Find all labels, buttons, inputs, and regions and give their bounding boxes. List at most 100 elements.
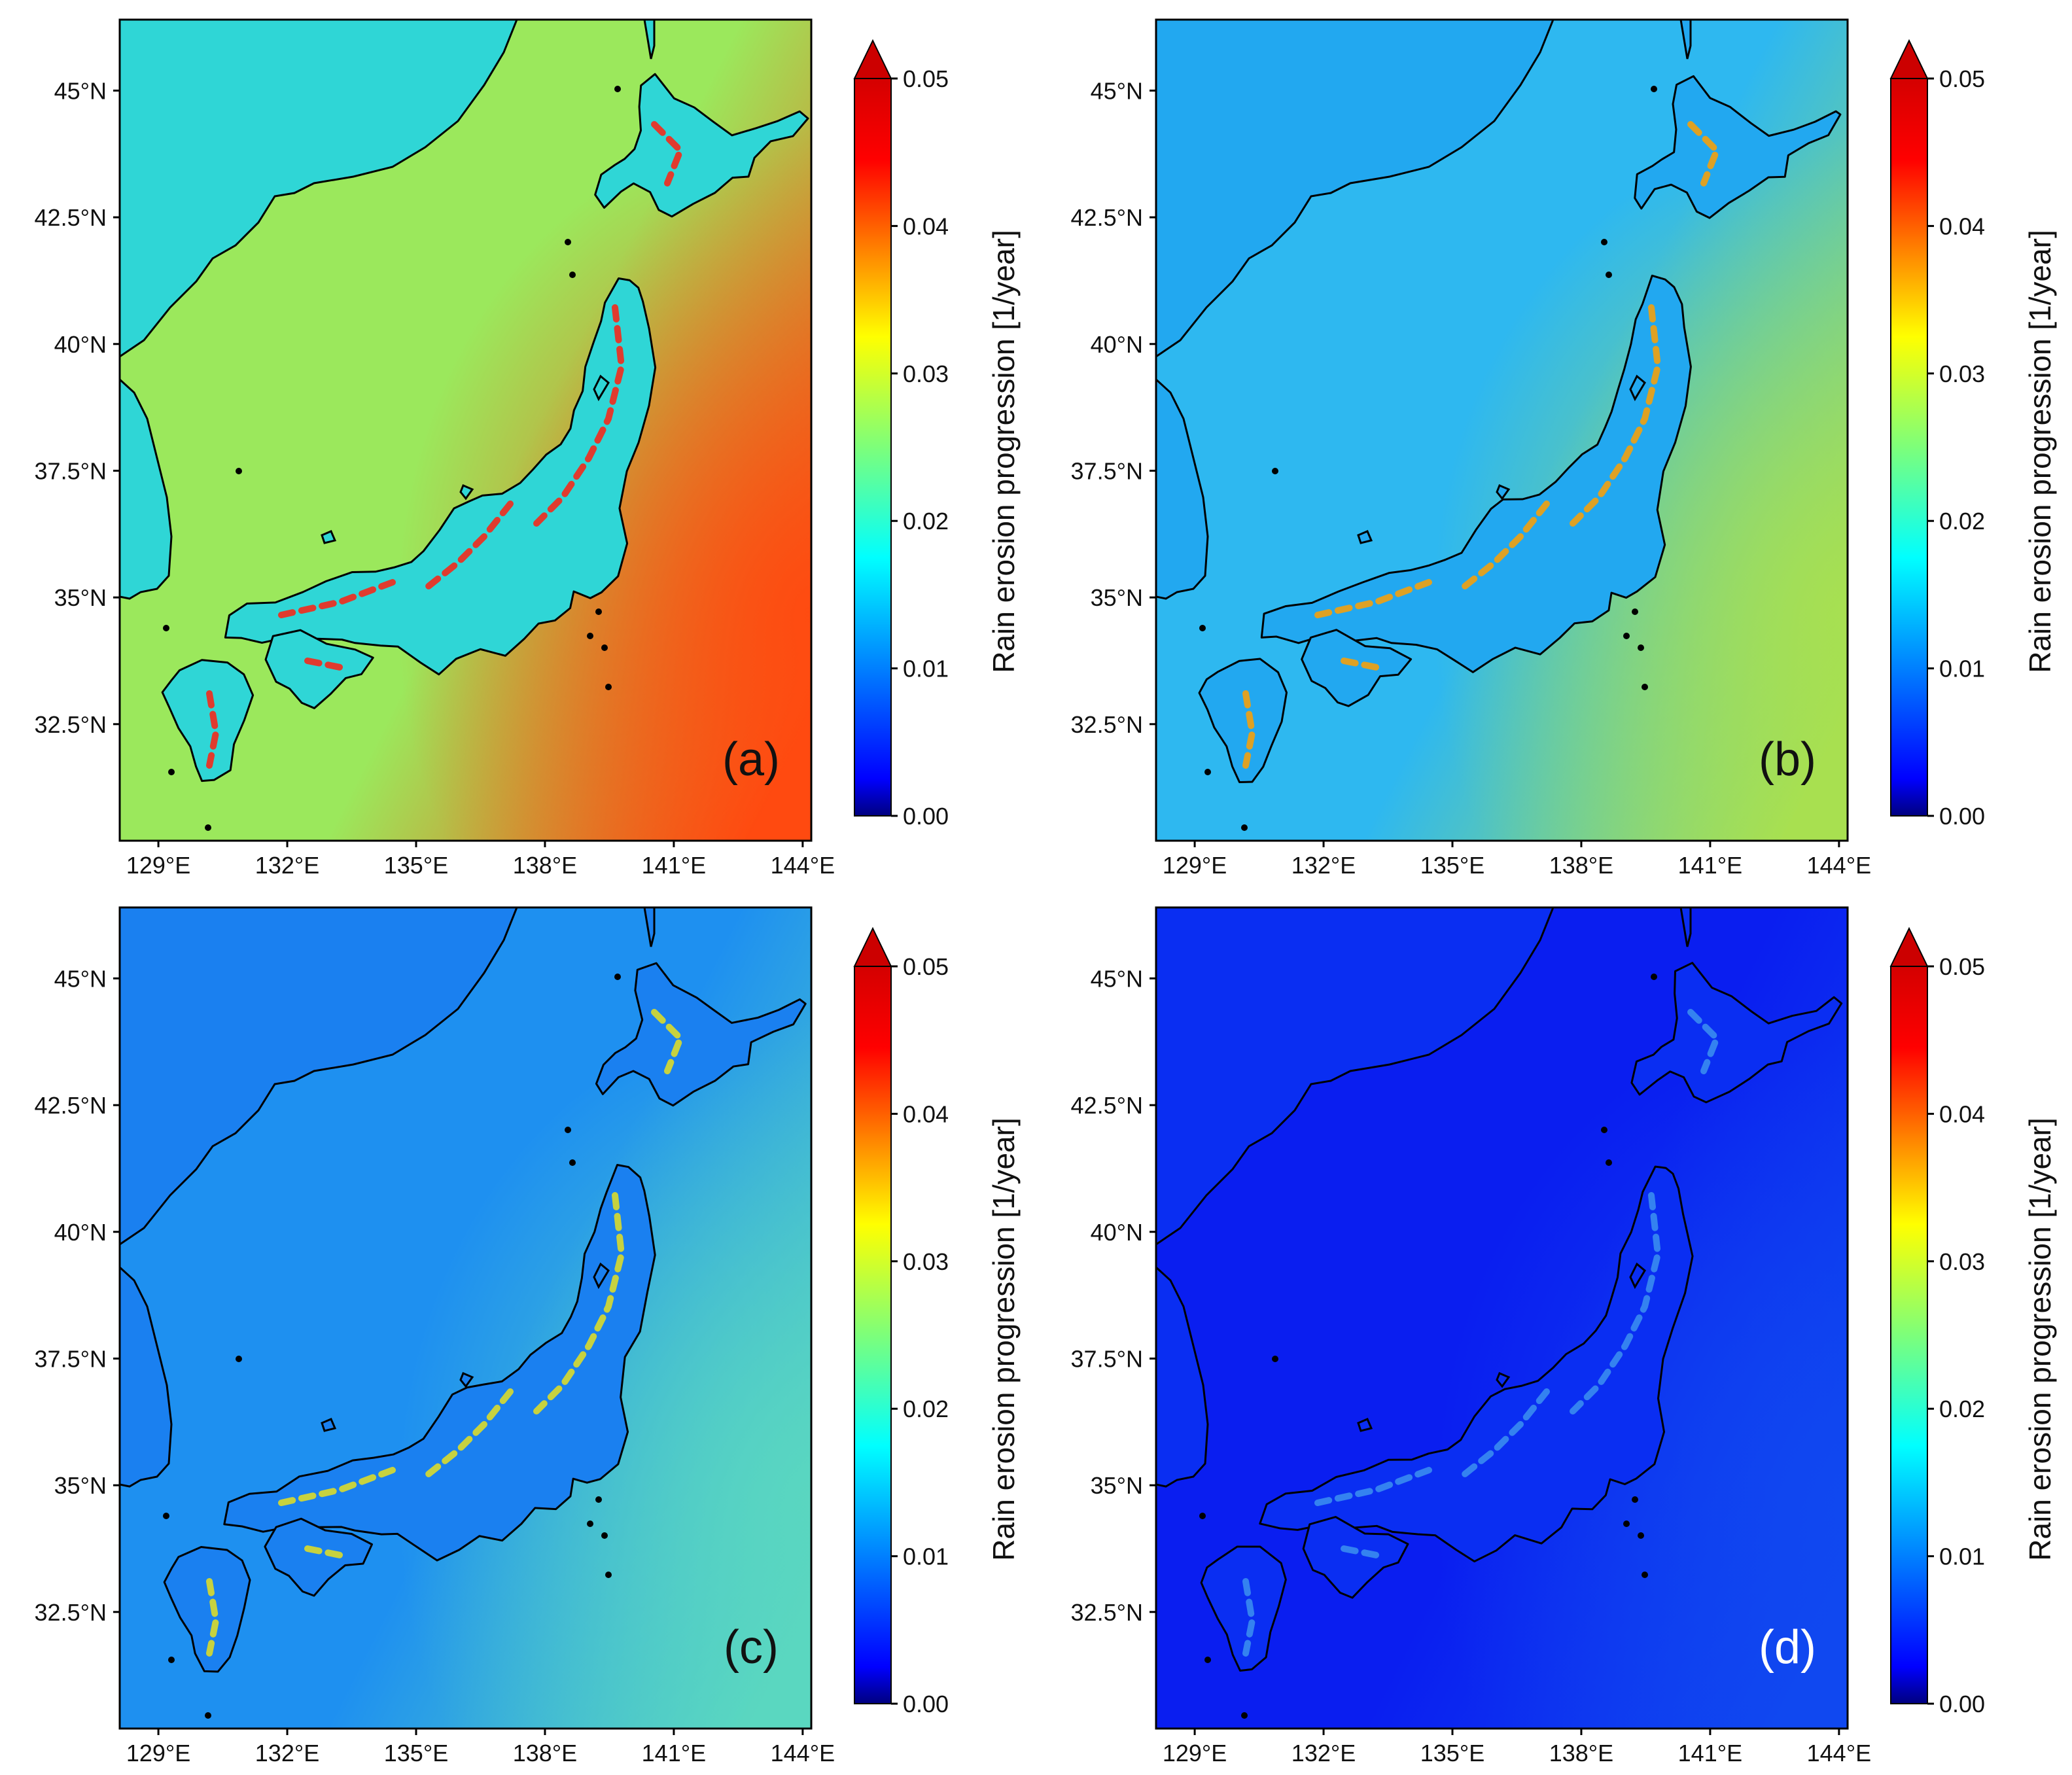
islet-dot: [205, 824, 211, 831]
map-area: [1156, 907, 1848, 1729]
islet-dot: [1638, 644, 1644, 651]
sakhalin: [1679, 20, 1692, 60]
map-frame: [1155, 906, 1849, 1730]
lat-tick-label: 42.5°N: [35, 204, 107, 231]
mainland-coast: [120, 907, 518, 1246]
map-area: [120, 20, 811, 841]
map-frame: [118, 906, 813, 1730]
small-island: [593, 374, 610, 402]
islet-dot: [168, 1657, 175, 1663]
lon-tick-label: 135°E: [1420, 852, 1484, 879]
lon-tick-label: 144°E: [771, 852, 835, 879]
islet-dot: [614, 86, 621, 92]
lat-tick-label: 42.5°N: [1071, 1092, 1143, 1119]
islet-dot: [163, 625, 169, 631]
colorbar-tick-label: 0.01: [1939, 656, 1985, 682]
islet-dot: [601, 1532, 608, 1539]
colorbar-tick-label: 0.05: [1939, 65, 1985, 92]
lon-tick-label: 135°E: [384, 852, 448, 879]
map-area: [120, 907, 811, 1729]
islet-dot: [1199, 625, 1206, 631]
mountain-ridge: [304, 658, 343, 671]
small-island: [459, 484, 474, 501]
islet-dot: [1642, 1572, 1648, 1578]
colorbar-label: Rain erosion progression [1/year]: [987, 1117, 1021, 1561]
mountain-ridge: [533, 304, 625, 527]
colorbar-tick-label: 0.01: [903, 1543, 949, 1570]
colorbar-tick-label: 0.03: [1939, 360, 1985, 387]
shikoku-island: [1302, 1516, 1409, 1599]
mountain-ridge: [1570, 304, 1662, 527]
colorbar-tick-label: 0.05: [903, 65, 949, 92]
islet-dot: [605, 1572, 612, 1578]
mountain-ridge: [304, 1545, 343, 1558]
mountain-ridge: [206, 690, 220, 769]
lon-tick-label: 132°E: [1291, 1740, 1356, 1766]
islet-dot: [565, 239, 571, 245]
islet-dot: [1632, 608, 1638, 615]
panel-label: (c): [724, 1621, 779, 1674]
lon-tick-label: 144°E: [771, 1740, 835, 1766]
korea-coast: [1156, 378, 1209, 600]
shikoku-island: [1301, 629, 1413, 707]
small-island: [1357, 530, 1373, 544]
colorbar-tick-label: 0.01: [903, 656, 949, 682]
map-svg: 45°N 42.5°N 40°N 37.5°N 35°N 32.5°N 129°E 132°E…: [35, 18, 1021, 879]
lat-tick-label: 45°N: [1091, 77, 1143, 104]
colorbar: [854, 78, 892, 817]
mountain-ridge: [1570, 1192, 1662, 1415]
islet-dot: [1204, 1657, 1211, 1663]
colorbar-tick-label: 0.01: [1939, 1543, 1985, 1570]
islet-dot: [1241, 824, 1248, 831]
korea-coast: [120, 1266, 173, 1488]
islet-dot: [163, 1513, 169, 1519]
islet-dot: [1632, 1496, 1638, 1503]
lon-tick-label: 144°E: [1807, 1740, 1871, 1766]
colorbar-tick-label: 0.00: [1939, 803, 1985, 830]
islet-dot: [1642, 684, 1648, 690]
panel-c: 45°N 42.5°N 40°N 37.5°N 35°N 32.5°N 129°E 132°E…: [0, 888, 1036, 1775]
lon-tick-label: 144°E: [1807, 852, 1871, 879]
mountain-ridge: [533, 1192, 625, 1415]
shikoku-island: [264, 629, 374, 709]
islet-dot: [595, 608, 602, 615]
lon-tick-label: 138°E: [513, 1740, 577, 1766]
sakhalin: [1679, 907, 1692, 947]
map-frame: [1155, 18, 1849, 842]
lon-tick-label: 132°E: [255, 1740, 319, 1766]
panel-label: (b): [1759, 733, 1816, 786]
lat-tick-label: 40°N: [54, 1219, 107, 1246]
small-island: [321, 1418, 337, 1432]
map-area: [1156, 20, 1848, 841]
lat-tick-label: 32.5°N: [35, 1599, 107, 1626]
mainland-landmass: [120, 20, 517, 357]
islet-dot: [236, 468, 242, 474]
colorbar: [854, 966, 892, 1704]
lat-tick-label: 37.5°N: [1071, 1345, 1143, 1372]
lat-tick-label: 45°N: [1091, 965, 1143, 992]
panel-d: 45°N 42.5°N 40°N 37.5°N 35°N 32.5°N 129°E 132°E…: [1036, 888, 2072, 1775]
islet-dot: [236, 1356, 242, 1362]
colorbar-tick-label: 0.00: [903, 1691, 949, 1717]
colorbar-tick-label: 0.04: [1939, 213, 1985, 239]
lat-tick-label: 32.5°N: [35, 711, 107, 738]
small-island: [1496, 1372, 1511, 1388]
lon-tick-label: 132°E: [255, 852, 319, 879]
lat-tick-label: 37.5°N: [35, 1345, 107, 1372]
lon-tick-label: 141°E: [1678, 1740, 1742, 1766]
islet-dot: [1638, 1532, 1644, 1539]
small-island: [1357, 1418, 1373, 1432]
islet-dot: [1623, 1520, 1630, 1527]
islet-dot: [1606, 1159, 1612, 1166]
islet-dot: [1651, 86, 1657, 92]
islet-dot: [1272, 468, 1278, 474]
mountain-ridge: [651, 1009, 684, 1074]
kyushu-island: [161, 659, 255, 782]
small-island: [321, 530, 337, 544]
small-island: [1629, 1262, 1646, 1290]
colorbar-tick-label: 0.02: [1939, 1396, 1985, 1422]
colorbar-tick-label: 0.00: [1939, 1691, 1985, 1717]
lon-tick-label: 141°E: [642, 1740, 706, 1766]
hokkaido-island: [594, 73, 809, 218]
lat-tick-label: 42.5°N: [35, 1092, 107, 1119]
